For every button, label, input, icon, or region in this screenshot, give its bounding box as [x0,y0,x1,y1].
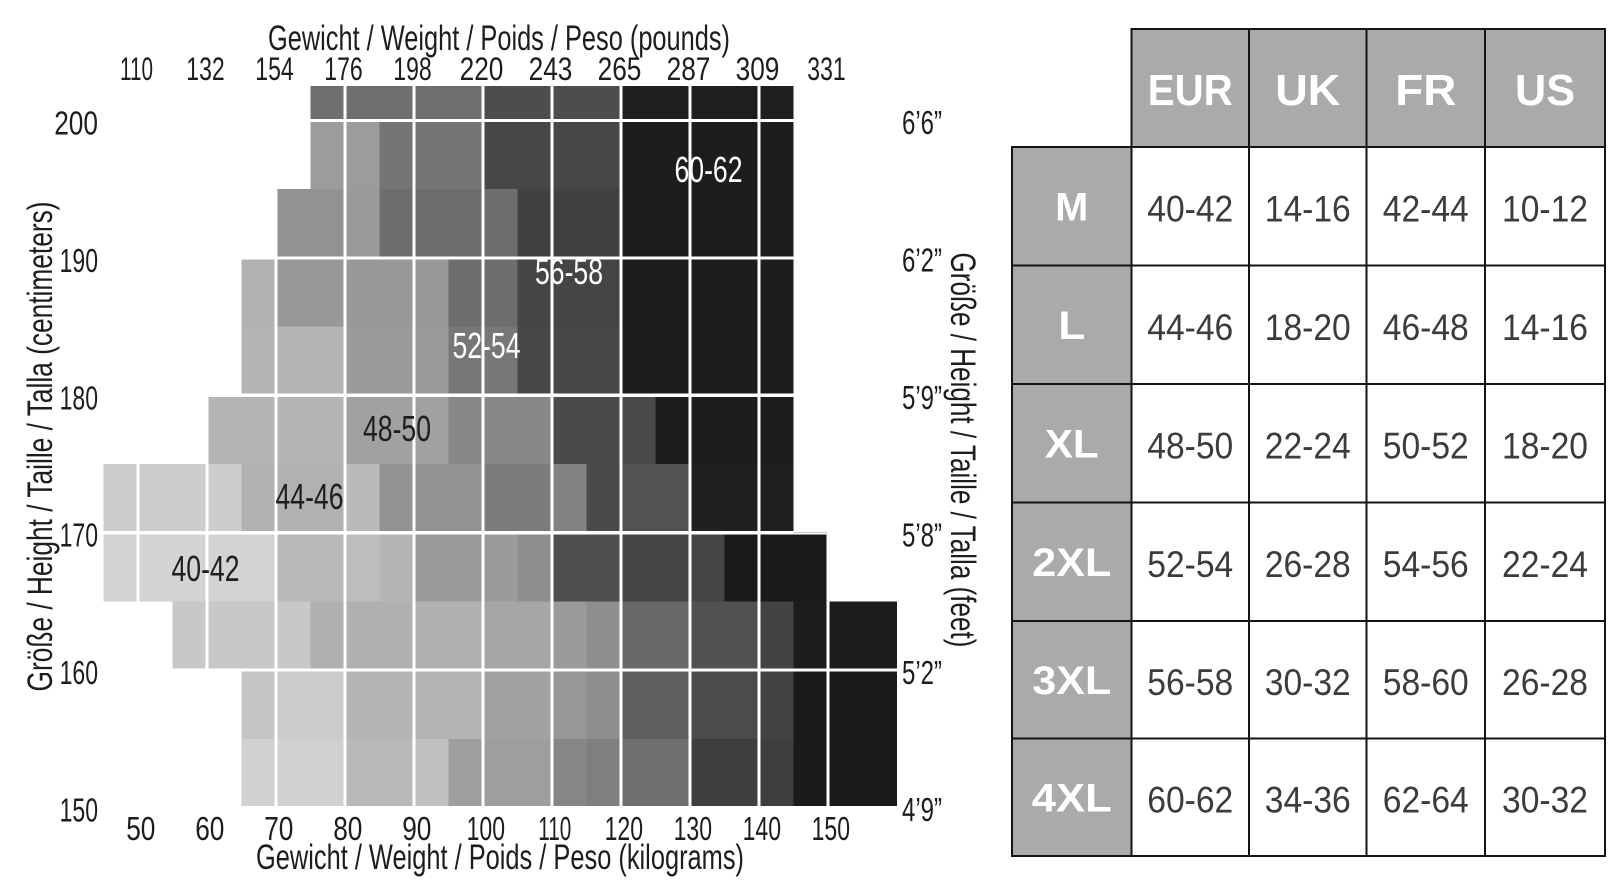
svg-text:22-24: 22-24 [1502,544,1588,585]
svg-text:10-12: 10-12 [1502,188,1588,229]
svg-text:18-20: 18-20 [1502,425,1588,466]
svg-text:5’9”: 5’9” [902,379,942,416]
svg-text:54-56: 54-56 [1383,544,1469,585]
svg-text:30-32: 30-32 [1502,779,1588,820]
svg-text:48-50: 48-50 [363,408,431,449]
svg-text:170: 170 [60,517,98,554]
svg-text:3XL: 3XL [1032,659,1111,703]
svg-text:34-36: 34-36 [1265,779,1351,820]
svg-text:58-60: 58-60 [1383,662,1469,703]
svg-text:M: M [1055,185,1088,229]
svg-text:80: 80 [333,810,362,847]
svg-text:44-46: 44-46 [276,476,344,517]
svg-text:50-52: 50-52 [1383,425,1469,466]
svg-text:60-62: 60-62 [1147,779,1233,820]
svg-text:120: 120 [605,810,643,847]
svg-text:150: 150 [60,792,98,829]
svg-text:220: 220 [460,51,504,87]
svg-text:48-50: 48-50 [1147,425,1233,466]
svg-text:18-20: 18-20 [1265,307,1351,348]
svg-text:Gewicht / Weight / Poids / Pes: Gewicht / Weight / Poids / Peso (pounds) [268,19,730,58]
svg-text:Größe / Height / Taille / Tall: Größe / Height / Taille / Talla (feet) [943,253,982,648]
svg-text:140: 140 [743,810,781,847]
svg-text:243: 243 [529,51,573,87]
svg-text:90: 90 [402,810,431,847]
svg-text:70: 70 [264,810,293,847]
svg-text:52-54: 52-54 [1147,544,1233,585]
svg-text:265: 265 [598,51,642,87]
svg-text:160: 160 [60,654,98,691]
svg-text:6’2”: 6’2” [902,242,942,279]
svg-text:190: 190 [60,242,98,279]
svg-text:130: 130 [674,810,712,847]
svg-text:52-54: 52-54 [453,325,521,366]
svg-text:100: 100 [467,810,505,847]
svg-text:L: L [1058,304,1085,348]
svg-text:42-44: 42-44 [1383,188,1469,229]
svg-text:30-32: 30-32 [1265,662,1351,703]
svg-text:154: 154 [255,51,293,87]
svg-text:22-24: 22-24 [1265,425,1351,466]
svg-text:5’2”: 5’2” [902,654,942,691]
svg-text:287: 287 [667,51,711,87]
svg-text:XL: XL [1045,422,1099,466]
svg-text:132: 132 [186,51,224,87]
svg-text:Größe / Height / Taille / Tall: Größe / Height / Taille / Talla (centime… [21,202,60,692]
svg-text:EUR: EUR [1148,66,1233,115]
svg-text:26-28: 26-28 [1502,662,1588,703]
svg-text:UK: UK [1275,66,1340,115]
svg-text:110: 110 [538,810,571,847]
svg-text:40-42: 40-42 [172,548,240,589]
svg-text:46-48: 46-48 [1383,307,1469,348]
svg-text:62-64: 62-64 [1383,779,1469,820]
svg-text:176: 176 [324,51,362,87]
svg-text:FR: FR [1395,66,1456,115]
svg-text:14-16: 14-16 [1502,307,1588,348]
svg-text:14-16: 14-16 [1265,188,1351,229]
svg-text:180: 180 [60,379,98,416]
svg-text:200: 200 [54,105,98,142]
svg-text:56-58: 56-58 [535,251,603,292]
svg-text:150: 150 [812,810,850,847]
svg-text:5’8”: 5’8” [902,516,942,553]
svg-text:110: 110 [120,51,153,87]
svg-text:26-28: 26-28 [1265,544,1351,585]
svg-text:2XL: 2XL [1032,541,1111,585]
svg-text:60: 60 [195,810,224,847]
svg-text:4’9”: 4’9” [902,791,942,828]
svg-text:US: US [1515,66,1575,115]
svg-text:198: 198 [393,51,431,87]
svg-text:6’6”: 6’6” [902,104,942,141]
svg-text:50: 50 [126,810,155,847]
svg-text:40-42: 40-42 [1147,188,1233,229]
svg-text:56-58: 56-58 [1147,662,1233,703]
svg-text:331: 331 [807,51,845,87]
svg-text:44-46: 44-46 [1147,307,1233,348]
svg-text:Gewicht / Weight / Poids / Pes: Gewicht / Weight / Poids / Peso (kilogra… [256,838,744,877]
svg-text:4XL: 4XL [1032,776,1112,820]
svg-text:309: 309 [736,51,780,87]
svg-text:60-62: 60-62 [675,149,743,190]
